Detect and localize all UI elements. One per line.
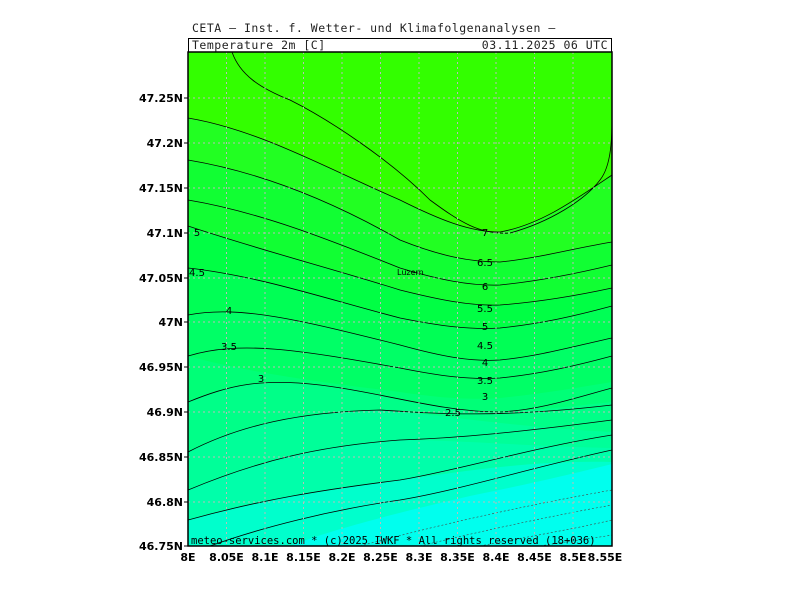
contour-label: 6.5 [477, 258, 493, 269]
x-tick-label: 8.25E [363, 551, 398, 564]
y-tick-label: 46.8N [147, 496, 183, 509]
x-tick-label: 8.05E [209, 551, 244, 564]
x-tick-label: 8.3E [405, 551, 432, 564]
x-tick-label: 8.4E [482, 551, 509, 564]
contour-label: 3.5 [221, 342, 237, 353]
x-tick-label: 8.15E [286, 551, 321, 564]
y-tick-label: 46.75N [139, 540, 183, 553]
y-tick-label: 46.85N [139, 451, 183, 464]
contour-label: 5 [482, 322, 488, 333]
y-tick-label: 47.05N [139, 272, 183, 285]
contour-label: 4.5 [189, 268, 205, 279]
x-tick-label: 8.2E [328, 551, 355, 564]
subheader-box: Temperature_2m_[C] 03.11.2025 06 UTC [188, 38, 612, 52]
contour-label: 4.5 [477, 341, 493, 352]
gridlines [188, 52, 612, 546]
contour-label: 5 [194, 228, 200, 239]
datetime-label: 03.11.2025 06 UTC [481, 38, 608, 52]
y-tick-label: 46.95N [139, 361, 183, 374]
contour-label: 6 [482, 282, 488, 293]
axis-ticks [184, 97, 188, 547]
map-frame [187, 51, 613, 547]
contour-label: 3 [258, 374, 264, 385]
contour-label: 7 [482, 228, 488, 239]
y-tick-label: 47N [158, 316, 183, 329]
contour-label: 4 [226, 306, 232, 317]
map-fill: 7 6.5 6 5.5 5 4.5 4 3.5 3 2.5 5 4.5 4 3.… [188, 52, 612, 547]
y-tick-label: 46.9N [147, 406, 183, 419]
x-tick-label: 8.55E [588, 551, 623, 564]
city-label-luzern: Luzern [397, 268, 424, 277]
x-tick-label: 8.1E [251, 551, 278, 564]
x-tick-label: 8.5E [559, 551, 586, 564]
x-tick-label: 8.45E [517, 551, 552, 564]
copyright-footer: meteo-services.com * (c)2025 IWKF * All … [191, 535, 596, 547]
contour-label: 3.5 [477, 376, 493, 387]
contour-lines [188, 52, 612, 546]
y-tick-label: 47.1N [147, 227, 183, 240]
contour-label: 4 [482, 358, 488, 369]
contour-label: 2.5 [445, 408, 461, 419]
band-coldest [290, 464, 612, 546]
y-tick-label: 47.2N [147, 137, 183, 150]
contour-labels: 7 6.5 6 5.5 5 4.5 4 3.5 3 2.5 5 4.5 4 3.… [189, 228, 493, 419]
institution-title: CETA – Inst. f. Wetter- und Klimafolgena… [192, 21, 556, 35]
contour-label: 5.5 [477, 304, 493, 315]
x-axis-labels: 8E 8.05E 8.1E 8.15E 8.2E 8.25E 8.3E 8.35… [180, 551, 622, 564]
y-tick-label: 47.15N [139, 182, 183, 195]
variable-label: Temperature_2m_[C] [192, 38, 326, 52]
y-tick-label: 47.25N [139, 92, 183, 105]
x-tick-label: 8.35E [440, 551, 475, 564]
x-tick-label: 8E [180, 551, 195, 564]
y-axis-labels: 47.25N 47.2N 47.15N 47.1N 47.05N 47N 46.… [139, 92, 183, 553]
dotted-contours [359, 489, 612, 546]
contour-label: 3 [482, 392, 488, 403]
